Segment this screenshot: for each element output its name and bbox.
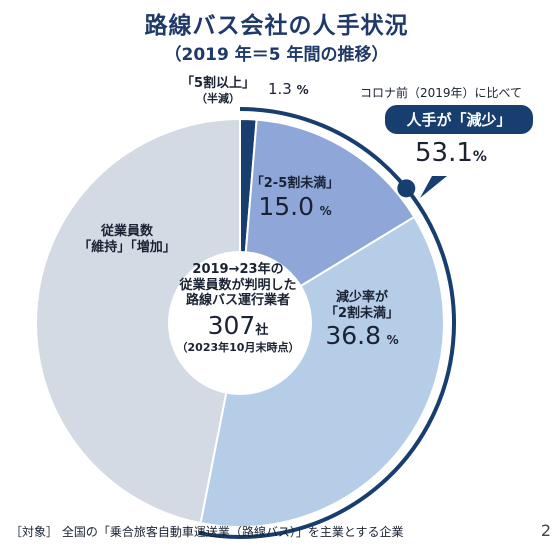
center-count-row: 307社 — [168, 311, 308, 341]
center-line-1: 2019→23年の — [192, 262, 284, 277]
slice-5plus-percent: % — [296, 83, 309, 97]
slice-5plus-value: 1.3 % — [268, 80, 309, 98]
slice-2to5-percent: % — [319, 203, 332, 218]
slice-5plus-sub: （半減） — [196, 91, 240, 105]
slice-5plus-label: 「5割以上」 （半減） — [170, 76, 266, 105]
slice-2to5-value-row: 15.0 % — [245, 192, 345, 222]
center-text: 2019→23年の 従業員数が判明した 路線バス運行業者 307社 （2023年… — [168, 262, 308, 354]
slice-maintain-name: 従業員数 — [100, 224, 153, 239]
page-subtitle: （2019 年＝5 年間の推移） — [164, 45, 389, 65]
slice-under2-name: 減少率が — [335, 290, 388, 305]
slice-2to5-number: 15.0 — [258, 191, 315, 221]
slice-5plus-name: 「5割以上」 — [180, 76, 256, 91]
slice-under2-wedge — [199, 215, 445, 528]
center-hole — [168, 251, 312, 395]
center-count: 307 — [207, 310, 256, 340]
decrease-arc — [198, 107, 456, 539]
callout-unit: % — [472, 149, 487, 165]
center-line-2: 従業員数が判明した — [179, 277, 297, 293]
callout-intro: コロナ前（2019年）に比べて — [360, 86, 523, 100]
callout-value-row: 53.1% — [415, 138, 487, 168]
slice-under2-label: 減少率が 「2割未満」 36.8 % — [312, 290, 412, 351]
callout-pointer — [420, 176, 447, 198]
slice-5plus-number: 1.3 — [268, 80, 292, 98]
slice-under2-sub: 「2割未満」 — [324, 305, 400, 321]
page-number: 2 — [540, 521, 551, 540]
slice-2to5-label: 「2-5割未満」 15.0 % — [245, 176, 345, 222]
callout-badge: 人手が「減少」 — [385, 105, 533, 134]
slice-under2-value-row: 36.8 % — [312, 321, 412, 351]
slice-under2-percent: % — [386, 333, 399, 348]
slice-under2-number: 36.8 — [325, 321, 382, 351]
slice-maintain-sub: 「維持」「増加」 — [78, 239, 176, 255]
slice-maintain-wedge — [35, 117, 241, 525]
slice-2to5-name: 「2-5割未満」 — [250, 176, 340, 191]
footnote: ［対象］ 全国の「乗合旅客自動車運送業（路線バス）」を主業とする企業 — [10, 525, 404, 539]
callout-value: 53.1 — [415, 138, 473, 168]
page-title: 路線バス会社の人手状況 — [144, 13, 409, 39]
slice-maintain-label: 従業員数 「維持」「増加」 — [72, 224, 182, 255]
center-line-3: 路線バス運行業者 — [185, 293, 290, 309]
center-count-unit: 社 — [255, 322, 269, 338]
center-note: （2023年10月末時点） — [176, 340, 300, 354]
arc-end-dot — [397, 179, 416, 198]
